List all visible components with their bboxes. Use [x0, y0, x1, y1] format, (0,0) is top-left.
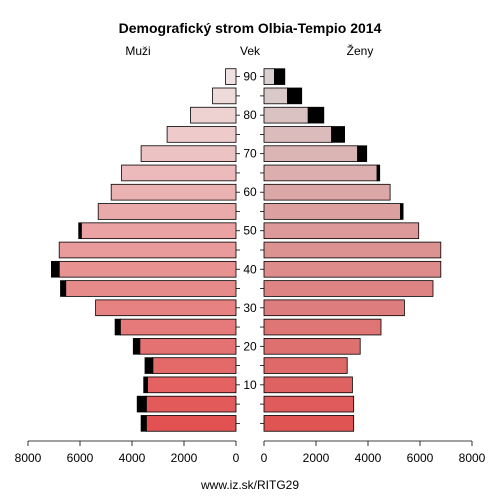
- male-bar-10-14: [147, 376, 237, 394]
- age-tick-label: 70: [243, 147, 257, 161]
- age-tick-label: 60: [243, 185, 257, 199]
- female-bar-75-79: [263, 126, 332, 143]
- female-bar-65-69: [263, 164, 378, 182]
- male-bar-45-49: [58, 241, 237, 259]
- males-x-tick-label: 0: [233, 451, 240, 465]
- male-bar-30-34: [95, 299, 237, 317]
- male-bar-40-44: [58, 260, 237, 278]
- males-x-tick-label: 8000: [15, 451, 42, 465]
- age-tick-label: 20: [243, 339, 257, 353]
- male-bar-70-74: [140, 145, 237, 162]
- female-excess-bar-75-79: [331, 126, 346, 143]
- age-tick-label: 90: [243, 70, 257, 84]
- females-bars: [263, 68, 442, 432]
- male-excess-bar-15-19: [144, 357, 154, 374]
- males-label: Muži: [125, 44, 150, 58]
- male-bar-60-64: [110, 183, 237, 201]
- age-label: Vek: [240, 44, 261, 58]
- female-bar-15-19: [263, 357, 348, 374]
- males-x-tick-label: 2000: [171, 451, 198, 465]
- male-bar-0-4: [145, 415, 237, 432]
- male-bar-25-29: [119, 318, 237, 336]
- female-bar-55-59: [263, 203, 401, 220]
- female-excess-bar-55-59: [400, 203, 404, 220]
- females-x-tick-label: 8000: [459, 451, 486, 465]
- age-axis: 10 20 30 40 50 60 70 80 90: [236, 70, 264, 424]
- female-bar-35-39: [263, 280, 434, 297]
- male-bar-35-39: [65, 280, 237, 297]
- male-bar-90-94: [225, 68, 237, 85]
- female-excess-bar-70-74: [357, 145, 368, 162]
- male-bar-55-59: [97, 203, 237, 220]
- male-excess-bar-25-29: [114, 318, 121, 336]
- female-bar-10-14: [263, 376, 353, 394]
- age-tick-label: 40: [243, 262, 257, 276]
- age-tick-label: 30: [243, 301, 257, 315]
- females-x-tick-label: 2000: [303, 451, 330, 465]
- male-bar-5-9: [145, 395, 237, 413]
- female-bar-45-49: [263, 241, 442, 259]
- male-excess-bar-35-39: [60, 280, 67, 297]
- females-x-tick-label: 0: [261, 451, 268, 465]
- female-excess-bar-90-94: [273, 68, 286, 85]
- females-x-tick-label: 4000: [355, 451, 382, 465]
- males-x-tick-label: 4000: [119, 451, 146, 465]
- male-bar-85-89: [212, 87, 237, 105]
- male-excess-bar-5-9: [136, 395, 147, 413]
- male-bar-50-54: [80, 222, 237, 240]
- male-excess-bar-10-14: [143, 376, 148, 394]
- female-bar-25-29: [263, 318, 382, 336]
- female-bar-80-84: [263, 106, 309, 124]
- males-x-tick-label: 6000: [67, 451, 94, 465]
- female-bar-40-44: [263, 260, 442, 278]
- male-bar-75-79: [166, 126, 237, 143]
- female-bar-85-89: [263, 87, 288, 105]
- male-bar-65-69: [121, 164, 237, 182]
- male-bar-20-24: [139, 338, 237, 355]
- female-bar-60-64: [263, 183, 391, 201]
- female-bar-30-34: [263, 299, 405, 317]
- male-excess-bar-20-24: [132, 338, 141, 355]
- male-excess-bar-40-44: [51, 260, 60, 278]
- female-bar-70-74: [263, 145, 358, 162]
- females-label: Ženy: [347, 43, 374, 58]
- female-bar-5-9: [263, 395, 355, 413]
- female-excess-bar-65-69: [376, 164, 381, 182]
- male-bar-15-19: [152, 357, 237, 374]
- female-bar-50-54: [263, 222, 420, 240]
- female-bar-90-94: [263, 68, 275, 85]
- male-bar-80-84: [190, 106, 237, 124]
- males-x-axis: 8000 6000 4000 2000 0: [15, 440, 240, 465]
- age-tick-label: 10: [243, 378, 257, 392]
- female-excess-bar-80-84: [307, 106, 325, 124]
- female-bar-0-4: [263, 415, 355, 432]
- female-excess-bar-85-89: [286, 87, 303, 105]
- male-excess-bar-0-4: [140, 415, 147, 432]
- source-caption: www.iz.sk/RITG29: [200, 478, 299, 492]
- females-x-axis: 0 2000 4000 6000 8000: [261, 440, 486, 465]
- males-bars: [51, 68, 237, 432]
- female-bar-20-24: [263, 338, 361, 355]
- females-x-tick-label: 6000: [407, 451, 434, 465]
- age-tick-label: 80: [243, 108, 257, 122]
- age-tick-label: 50: [243, 224, 257, 238]
- chart-title: Demografický strom Olbia-Tempio 2014: [119, 20, 382, 36]
- male-excess-bar-50-54: [78, 222, 82, 240]
